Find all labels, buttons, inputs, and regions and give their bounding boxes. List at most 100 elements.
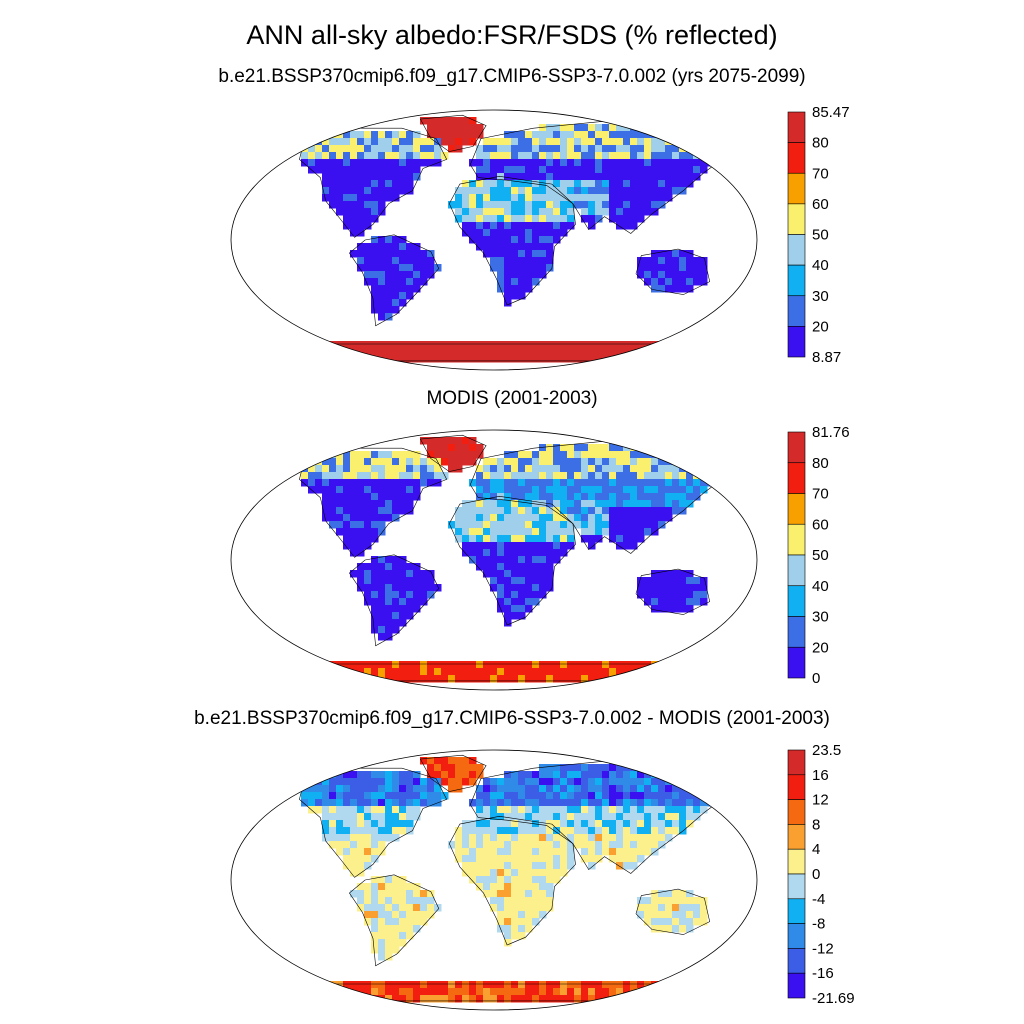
grid-cell xyxy=(567,764,575,772)
grid-cell xyxy=(672,904,680,912)
grid-cell xyxy=(595,834,603,842)
grid-cell xyxy=(665,278,673,286)
grid-cell xyxy=(630,806,638,814)
grid-cell xyxy=(483,229,491,237)
grid-cell xyxy=(476,145,484,153)
grid-cell xyxy=(658,278,666,286)
grid-cell xyxy=(301,778,309,786)
grid-cell xyxy=(623,799,631,807)
grid-cell xyxy=(469,159,477,167)
grid-cell xyxy=(630,451,638,459)
grid-cell xyxy=(623,981,631,989)
grid-cell xyxy=(357,250,365,258)
grid-cell xyxy=(525,792,533,800)
grid-cell xyxy=(420,138,428,146)
grid-cell xyxy=(406,890,414,898)
grid-cell xyxy=(490,675,498,683)
grid-cell xyxy=(385,598,393,606)
grid-cell xyxy=(420,995,428,1003)
grid-cell xyxy=(616,201,624,209)
grid-cell xyxy=(476,236,484,244)
grid-cell xyxy=(357,187,365,195)
grid-cell xyxy=(476,813,484,821)
grid-cell xyxy=(420,792,428,800)
grid-cell xyxy=(427,988,435,996)
grid-cell xyxy=(623,827,631,835)
grid-cell xyxy=(658,131,666,139)
grid-cell xyxy=(476,131,484,139)
grid-cell xyxy=(364,883,372,891)
grid-cell xyxy=(651,250,659,258)
grid-cell xyxy=(532,911,540,919)
grid-cell xyxy=(455,437,463,445)
grid-cell xyxy=(553,341,561,349)
grid-cell xyxy=(364,668,372,676)
grid-cell xyxy=(651,159,659,167)
grid-cell xyxy=(448,341,456,349)
grid-cell xyxy=(658,458,666,466)
grid-cell xyxy=(616,771,624,779)
grid-cell xyxy=(602,451,610,459)
colorbar-swatch xyxy=(787,948,806,974)
grid-cell xyxy=(371,215,379,223)
grid-cell xyxy=(532,668,540,676)
grid-cell xyxy=(448,521,456,529)
grid-cell xyxy=(378,264,386,272)
grid-cell xyxy=(483,981,491,989)
grid-cell xyxy=(651,444,659,452)
grid-cell xyxy=(567,535,575,543)
grid-cell xyxy=(693,591,701,599)
grid-cell xyxy=(336,159,344,167)
grid-cell xyxy=(364,584,372,592)
grid-cell xyxy=(392,250,400,258)
grid-cell xyxy=(448,201,456,209)
grid-cell xyxy=(553,841,561,849)
grid-cell xyxy=(329,348,337,356)
grid-cell xyxy=(399,250,407,258)
grid-cell xyxy=(476,675,484,683)
grid-cell xyxy=(539,124,547,132)
grid-cell xyxy=(700,584,708,592)
grid-cell xyxy=(497,257,505,265)
grid-cell xyxy=(378,785,386,793)
grid-cell xyxy=(497,535,505,543)
grid-cell xyxy=(462,208,470,216)
grid-cell xyxy=(406,458,414,466)
grid-cell xyxy=(581,187,589,195)
grid-cell xyxy=(637,584,645,592)
grid-cell xyxy=(525,668,533,676)
grid-cell xyxy=(497,201,505,209)
grid-cell xyxy=(609,778,617,786)
grid-cell xyxy=(609,348,617,356)
grid-cell xyxy=(406,827,414,835)
grid-cell xyxy=(595,215,603,223)
grid-cell xyxy=(651,521,659,529)
grid-cell xyxy=(504,883,512,891)
grid-cell xyxy=(686,451,694,459)
grid-cell xyxy=(462,117,470,125)
grid-cell xyxy=(651,577,659,585)
grid-cell xyxy=(616,451,624,459)
grid-cell xyxy=(364,771,372,779)
grid-cell xyxy=(560,472,568,480)
grid-cell xyxy=(469,229,477,237)
grid-cell xyxy=(455,981,463,989)
grid-cell xyxy=(679,577,687,585)
grid-cell xyxy=(518,591,526,599)
grid-cell xyxy=(490,355,498,363)
grid-cell xyxy=(483,556,491,564)
grid-cell xyxy=(364,542,372,550)
grid-cell xyxy=(448,668,456,676)
grid-cell xyxy=(511,668,519,676)
grid-cell xyxy=(553,222,561,230)
grid-cell xyxy=(553,521,561,529)
grid-cell xyxy=(371,806,379,814)
grid-cell xyxy=(441,117,449,125)
grid-cell xyxy=(490,348,498,356)
grid-cell xyxy=(455,841,463,849)
grid-cell xyxy=(364,341,372,349)
grid-cell xyxy=(518,855,526,863)
grid-cell xyxy=(574,813,582,821)
grid-cell xyxy=(392,180,400,188)
grid-cell xyxy=(308,479,316,487)
